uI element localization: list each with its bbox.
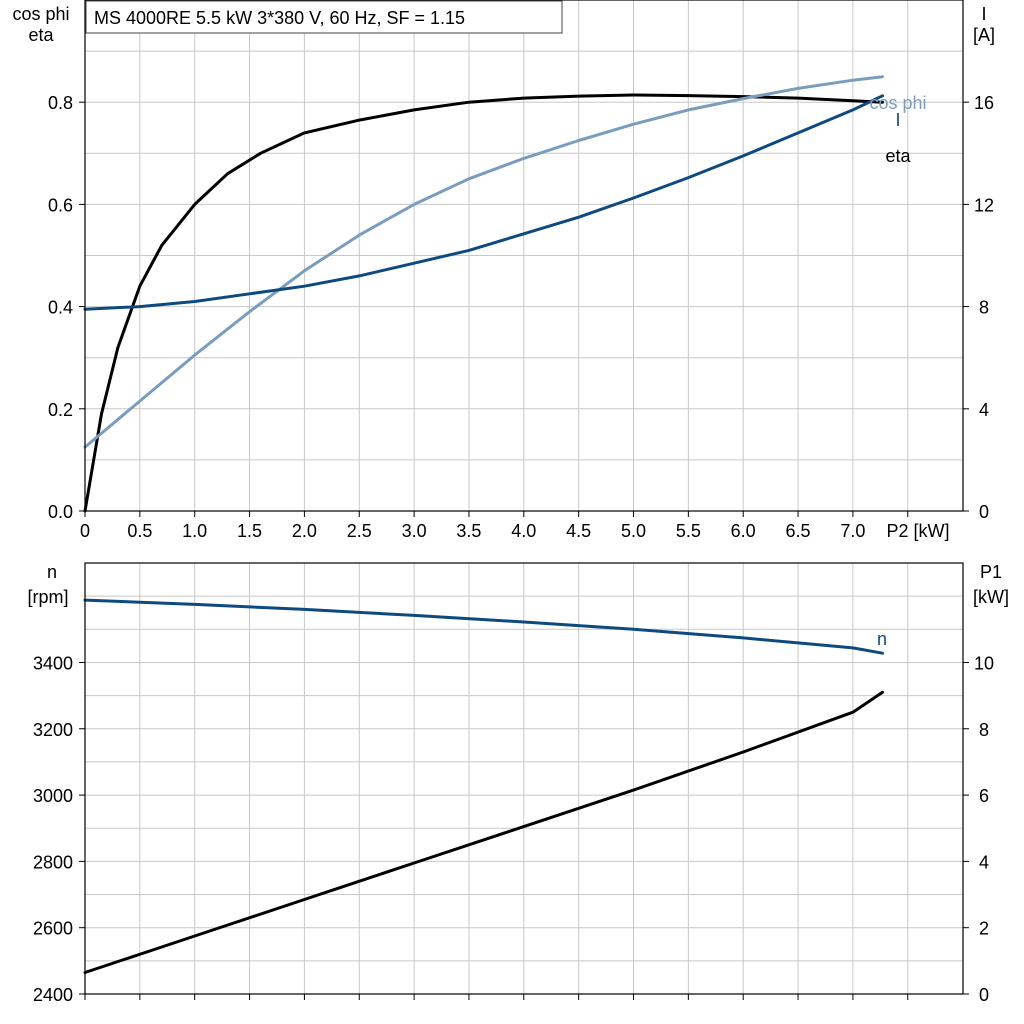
- bottom-right-tick-label: 4: [979, 852, 989, 872]
- bottom-left-axis-label-2: [rpm]: [27, 587, 68, 607]
- top-left-tick-label: 0.0: [48, 502, 73, 522]
- top-left-tick-label: 0.4: [48, 298, 73, 318]
- bottom-right-tick-label: 0: [979, 985, 989, 1005]
- series-line-n: [83, 598, 884, 655]
- top-right-axis-label-1: I: [981, 4, 986, 24]
- top-x-tick-label: 4.5: [566, 521, 591, 541]
- top-x-tick-label: 5.5: [676, 521, 701, 541]
- top-x-tick-label: 7.0: [840, 521, 865, 541]
- bottom-right-tick-label: 2: [979, 919, 989, 939]
- bottom-chart-curves: [83, 598, 884, 974]
- top-x-tick-label: 1.5: [237, 521, 262, 541]
- top-x-tick-label: 0: [80, 521, 90, 541]
- top-x-tick-label: 3.5: [456, 521, 481, 541]
- top-right-tick-label: 12: [974, 195, 994, 215]
- bottom-left-tick-label: 3200: [33, 720, 73, 740]
- bottom-left-tick-label: 2400: [33, 985, 73, 1005]
- series-line-i: [83, 94, 884, 311]
- chart-title-box: [85, 0, 563, 34]
- series-line-eta: [83, 93, 884, 513]
- series-line-p1: [83, 690, 884, 974]
- top-x-tick-label: 2.5: [347, 521, 372, 541]
- top-x-axis-label: P2 [kW]: [886, 521, 949, 541]
- top-x-tick-label: 6.5: [786, 521, 811, 541]
- top-x-tick-label: 0.5: [127, 521, 152, 541]
- top-chart-grid: [85, 0, 963, 511]
- top-chart-ticks: 0.0 0.2 0.4 0.6 0.8 0 4 8 12 16 0 0.5 1.0 1.5 2.0 2.5 3.…: [48, 93, 994, 541]
- top-x-tick-label: 1.0: [182, 521, 207, 541]
- top-left-tick-label: 0.6: [48, 195, 73, 215]
- bottom-left-tick-label: 3000: [33, 786, 73, 806]
- top-left-axis-label-1: cos phi: [12, 4, 69, 24]
- bottom-right-tick-label: 8: [979, 720, 989, 740]
- top-left-axis-label-2: eta: [28, 25, 54, 45]
- top-x-tick-label: 3.0: [402, 521, 427, 541]
- top-chart-curves: [83, 75, 884, 513]
- top-right-tick-label: 0: [979, 502, 989, 522]
- top-right-tick-label: 4: [979, 400, 989, 420]
- bottom-right-tick-label: 10: [974, 653, 994, 673]
- bottom-chart-grid: [85, 563, 963, 994]
- bottom-left-tick-label: 3400: [33, 653, 73, 673]
- top-right-tick-label: 8: [979, 298, 989, 318]
- bottom-right-axis-label-2: [kW]: [973, 587, 1009, 607]
- bottom-left-tick-label: 2800: [33, 852, 73, 872]
- top-x-tick-label: 2.0: [292, 521, 317, 541]
- bottom-right-tick-label: 6: [979, 786, 989, 806]
- top-x-tick-label: 6.0: [731, 521, 756, 541]
- series-label-I: I: [895, 110, 900, 130]
- top-right-tick-label: 16: [974, 93, 994, 113]
- top-left-tick-label: 0.8: [48, 93, 73, 113]
- bottom-right-axis-label-1: P1: [980, 562, 1002, 582]
- series-label-n: n: [877, 629, 887, 649]
- bottom-left-axis-label-1: n: [47, 562, 57, 582]
- chart-title: MS 4000RE 5.5 kW 3*380 V, 60 Hz, SF = 1.…: [94, 8, 465, 28]
- bottom-left-tick-label: 2600: [33, 919, 73, 939]
- top-x-tick-label: 5.0: [621, 521, 646, 541]
- top-right-axis-label-2: [A]: [973, 25, 995, 45]
- top-x-tick-label: 4.0: [511, 521, 536, 541]
- series-label-eta: eta: [885, 146, 911, 166]
- series-label-cos-phi: cos phi: [869, 93, 926, 113]
- top-left-tick-label: 0.2: [48, 400, 73, 420]
- series-line-cos-phi: [83, 75, 884, 449]
- bottom-chart-ticks: 2400 2600 2800 3000 3200 3400 0 2 4 6 8 10: [33, 653, 994, 1005]
